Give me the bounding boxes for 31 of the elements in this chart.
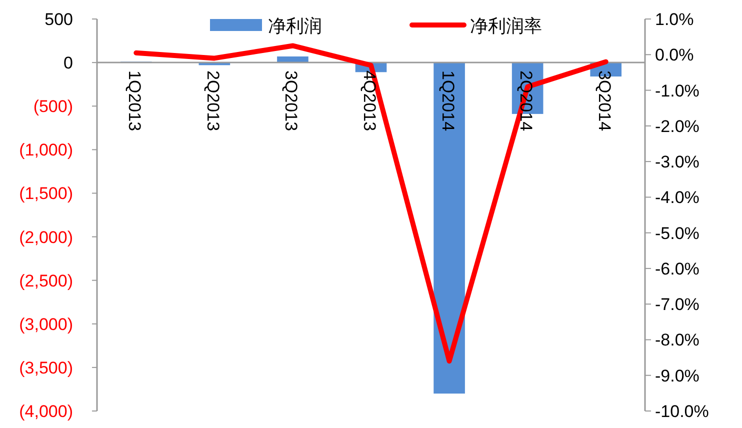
y2-tick-label: -6.0% bbox=[655, 259, 700, 278]
y2-tick-label: -10.0% bbox=[655, 402, 709, 421]
y2-tick-label: -8.0% bbox=[655, 330, 700, 350]
y-tick-label: (2,000) bbox=[19, 228, 73, 247]
x-tick-label: 2Q2013 bbox=[203, 70, 222, 132]
y-tick-label: (2,500) bbox=[19, 271, 73, 290]
y-tick-label: (3,000) bbox=[19, 314, 73, 334]
legend-label: 净利润 bbox=[268, 16, 322, 36]
y2-tick-label: 1.0% bbox=[655, 10, 694, 29]
y-tick-label: 0 bbox=[64, 54, 73, 73]
x-tick-label: 1Q2013 bbox=[125, 70, 144, 132]
y2-tick-label: -2.0% bbox=[655, 116, 700, 136]
y2-tick-label: -4.0% bbox=[655, 188, 700, 208]
x-tick-label: 3Q2013 bbox=[282, 70, 301, 132]
y2-tick-label: -9.0% bbox=[655, 366, 700, 386]
x-tick-label: 4Q2013 bbox=[360, 70, 379, 132]
y-tick-label: 500 bbox=[44, 10, 73, 29]
x-tick-label: 2Q2014 bbox=[516, 70, 536, 132]
y2-tick-label: -7.0% bbox=[655, 295, 700, 314]
y-tick-label: (4,000) bbox=[19, 402, 73, 421]
y-tick-label: (1,000) bbox=[19, 140, 73, 160]
y-tick-label: (500) bbox=[33, 97, 73, 116]
legend-label: 净利润率 bbox=[470, 16, 542, 36]
x-tick-label: 1Q2014 bbox=[438, 70, 458, 132]
x-tick-label: 3Q2014 bbox=[594, 70, 614, 132]
y2-tick-label: 0.0% bbox=[655, 46, 694, 65]
y-tick-label: (1,500) bbox=[19, 184, 73, 204]
y2-tick-label: -5.0% bbox=[655, 224, 700, 243]
y2-tick-label: -1.0% bbox=[655, 81, 700, 100]
y-tick-label: (3,500) bbox=[19, 358, 73, 378]
y2-tick-label: -3.0% bbox=[655, 152, 700, 172]
